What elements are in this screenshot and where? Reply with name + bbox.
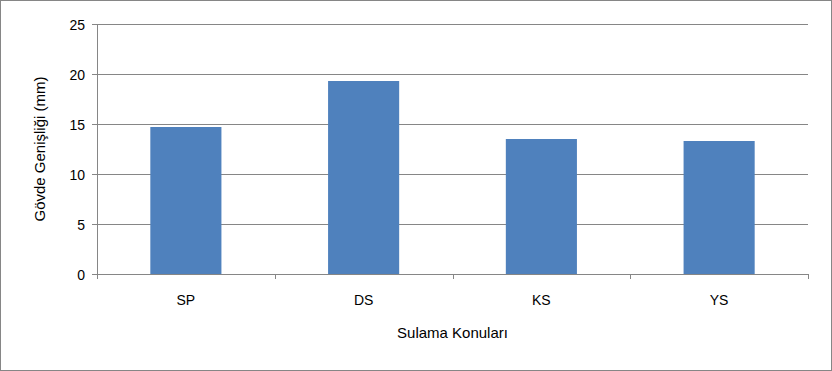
bar xyxy=(684,141,755,274)
y-tick xyxy=(92,174,97,175)
x-tick-label: YS xyxy=(710,292,729,308)
bar xyxy=(506,139,577,274)
grid-line xyxy=(97,24,808,25)
x-tick-label: SP xyxy=(177,292,196,308)
chart: 0 5 10 15 20 25 SP DS KS YS Sulama Konuları Gövde G… xyxy=(0,0,832,371)
bars xyxy=(150,81,754,274)
x-tick xyxy=(808,274,809,279)
y-tick-label: 20 xyxy=(69,67,85,83)
y-tick-label: 5 xyxy=(77,217,85,233)
y-tick xyxy=(92,224,97,225)
y-tick xyxy=(92,24,97,25)
y-tick xyxy=(92,124,97,125)
y-tick-label: 10 xyxy=(69,167,85,183)
y-tick-label: 0 xyxy=(77,267,85,283)
bar xyxy=(328,81,399,274)
grid-line xyxy=(97,74,808,75)
x-tick xyxy=(630,274,631,279)
y-tick-label: 25 xyxy=(69,17,85,33)
y-tick-label: 15 xyxy=(69,117,85,133)
x-tick-label: KS xyxy=(532,292,551,308)
grid-line xyxy=(97,274,808,275)
y-axis-label: Gövde Genişliği (mm) xyxy=(31,76,48,221)
grid-line xyxy=(97,124,808,125)
y-axis xyxy=(97,24,98,274)
x-axis-label: Sulama Konuları xyxy=(397,324,508,341)
x-tick xyxy=(275,274,276,279)
x-tick-label: DS xyxy=(354,292,373,308)
x-tick xyxy=(97,274,98,279)
y-tick xyxy=(92,274,97,275)
x-tick xyxy=(453,274,454,279)
bar xyxy=(150,127,221,274)
chart-border xyxy=(1,1,832,371)
y-tick xyxy=(92,74,97,75)
x-axis xyxy=(97,274,808,275)
